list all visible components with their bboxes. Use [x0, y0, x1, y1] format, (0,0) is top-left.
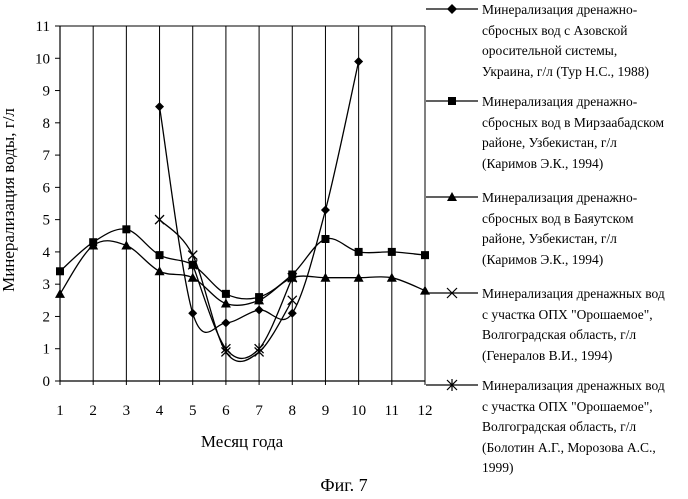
data-point-x [287, 295, 298, 306]
data-point-triangle [187, 272, 198, 282]
data-point-triangle [353, 272, 364, 282]
y-tick-label: 5 [43, 213, 51, 229]
series-lines [59, 61, 426, 362]
y-tick-label: 8 [43, 116, 51, 132]
legend-label: Минерализация дренажных вод с участка ОП… [482, 378, 665, 475]
y-tick-label: 7 [43, 148, 51, 164]
y-tick-label: 2 [43, 309, 51, 325]
data-point-triangle [154, 266, 165, 276]
x-tick-label: 10 [351, 403, 366, 419]
legend-marker-diamond [426, 4, 478, 14]
data-point-square [387, 247, 396, 256]
data-point-x [154, 214, 165, 225]
data-point-triangle [420, 285, 430, 295]
x-tick-label: 8 [289, 403, 297, 419]
data-point-diamond [320, 205, 330, 215]
x-axis-label: Месяц года [201, 432, 284, 451]
x-tick-label: 6 [222, 403, 230, 419]
y-tick-label: 11 [36, 19, 50, 35]
x-tick-label: 3 [123, 403, 131, 419]
x-tick-label: 1 [56, 403, 64, 419]
series-line-square [59, 228, 426, 300]
data-point-x [187, 250, 198, 261]
x-tick-label: 12 [418, 403, 433, 419]
series-line-asterisk [192, 264, 293, 360]
x-tick-label: 4 [156, 403, 164, 419]
data-point-diamond [254, 305, 264, 315]
data-point-diamond [221, 318, 231, 328]
data-point-diamond [155, 102, 165, 112]
x-tick-label: 11 [385, 403, 399, 419]
y-tick-label: 1 [43, 342, 51, 358]
x-tick-label: 2 [89, 403, 97, 419]
axes [55, 25, 426, 385]
legend-marker-x [426, 287, 478, 299]
series-line-triangle [59, 240, 426, 306]
legend-marker-asterisk [426, 379, 478, 391]
data-point-asterisk [287, 272, 298, 284]
legend-label: Минерализация дренажно- сбросных вод в Б… [482, 190, 638, 267]
legend-marker-square [426, 97, 478, 105]
legend-marker-triangle [426, 192, 478, 201]
data-point-square [221, 289, 230, 298]
y-tick-label: 3 [43, 277, 51, 293]
x-tick-label: 7 [255, 403, 263, 419]
data-point-square [122, 225, 131, 234]
data-point-square [155, 251, 164, 260]
data-point-triangle [320, 272, 331, 282]
legend-label: Минерализация дренажно- сбросных вод с А… [482, 2, 649, 79]
legend-label: Минерализация дренажных вод с участка ОП… [482, 286, 665, 363]
data-point-asterisk [254, 343, 265, 355]
data-point-triangle [55, 288, 65, 298]
x-tick-label: 9 [322, 403, 330, 419]
series-line-x [159, 219, 293, 362]
data-point-diamond [188, 308, 198, 318]
data-point-triangle [386, 272, 397, 282]
y-axis-label: Минерализация воды, г/л [0, 108, 18, 292]
data-point-diamond [287, 308, 297, 318]
data-point-triangle [254, 295, 265, 305]
data-point-square [354, 247, 363, 256]
series-markers [55, 57, 430, 357]
figure-caption: Фиг. 7 [320, 475, 368, 495]
legend-label: Минерализация дренажно- сбросных вод в М… [482, 94, 664, 171]
data-point-square [421, 251, 429, 260]
x-tick-label: 5 [189, 403, 197, 419]
y-tick-label: 9 [43, 84, 51, 100]
vertical-gridlines [59, 26, 426, 381]
y-tick-label: 10 [35, 51, 50, 67]
data-point-diamond [354, 57, 364, 66]
data-point-square [321, 235, 330, 243]
y-tick-label: 0 [43, 374, 51, 390]
data-point-asterisk [220, 343, 231, 355]
data-point-triangle [121, 240, 132, 250]
y-tick-label: 6 [43, 180, 51, 196]
data-point-asterisk [187, 259, 198, 271]
data-point-square [56, 267, 64, 276]
data-point-triangle [88, 240, 99, 250]
data-point-triangle [220, 298, 231, 308]
y-tick-label: 4 [43, 245, 51, 261]
